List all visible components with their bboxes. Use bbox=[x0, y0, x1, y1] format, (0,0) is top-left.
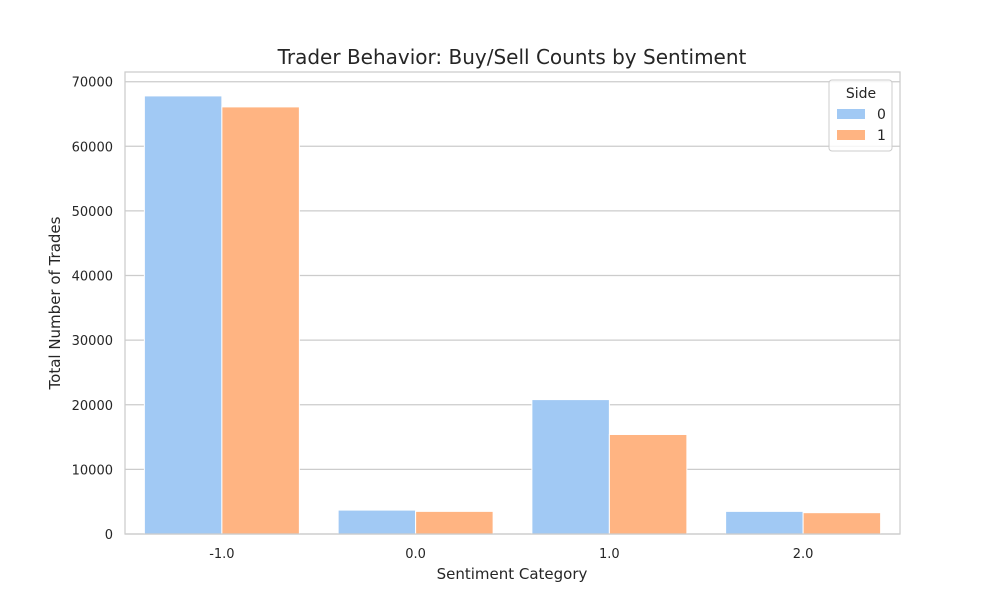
y-tick-label: 40000 bbox=[72, 270, 113, 285]
legend-title: Side bbox=[846, 86, 876, 102]
x-axis-label: Sentiment Category bbox=[437, 565, 588, 583]
x-tick-label: 1.0 bbox=[599, 547, 620, 562]
bar-series-0-category-1 bbox=[337, 509, 417, 535]
plot-frame bbox=[124, 71, 901, 535]
y-tick-label: 50000 bbox=[72, 205, 113, 220]
y-tick-label: 70000 bbox=[72, 76, 113, 91]
bar-series-1-category-2 bbox=[608, 433, 688, 535]
bar-series-0-category-0 bbox=[143, 95, 223, 535]
x-tick-label: 0.0 bbox=[405, 547, 426, 562]
y-tick-label: 30000 bbox=[72, 334, 113, 349]
legend-label-series-0: 0 bbox=[877, 107, 886, 123]
legend: Side 0 1 bbox=[828, 79, 893, 152]
bar-series-1-category-0 bbox=[221, 106, 300, 535]
bar-series-1-category-1 bbox=[415, 510, 494, 535]
bar-series-0-category-3 bbox=[725, 510, 804, 535]
legend-swatch-series-1 bbox=[837, 130, 865, 140]
legend-label-series-1: 1 bbox=[877, 128, 886, 144]
y-tick-label: 60000 bbox=[72, 140, 113, 155]
bar-series-1-category-3 bbox=[802, 512, 882, 535]
y-axis-label: Total Number of Trades bbox=[46, 216, 64, 390]
x-tick-label: 2.0 bbox=[793, 547, 814, 562]
x-tick-labels: -1.0 0.0 1.0 2.0 bbox=[209, 547, 813, 562]
y-tick-label: 0 bbox=[105, 528, 113, 543]
y-tick-label: 20000 bbox=[72, 399, 113, 414]
chart-title: Trader Behavior: Buy/Sell Counts by Sent… bbox=[277, 45, 747, 69]
bar-series-0-category-2 bbox=[531, 399, 610, 535]
y-tick-label: 10000 bbox=[72, 463, 113, 478]
bars bbox=[143, 95, 882, 535]
x-tick-label: -1.0 bbox=[209, 547, 234, 562]
legend-swatch-series-0 bbox=[837, 109, 865, 119]
y-tick-labels: 0 10000 20000 30000 40000 50000 60000 70000 bbox=[72, 76, 113, 543]
